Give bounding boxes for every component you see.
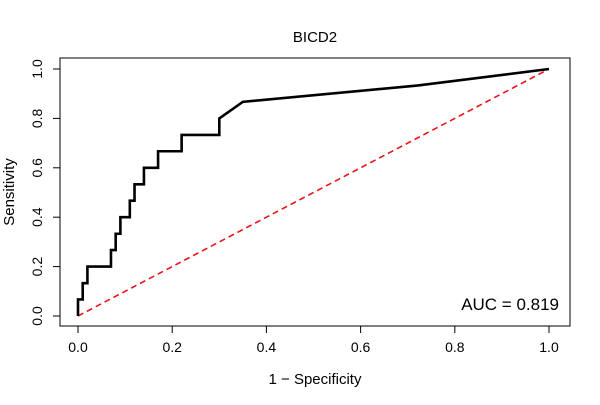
x-axis-label: 1 − Specificity: [269, 371, 362, 388]
roc-curve-line: [76, 67, 550, 316]
reference-diagonal-line: [77, 68, 550, 317]
y-tick-label: 0.8: [29, 108, 45, 128]
y-tick-label: 1.0: [29, 59, 45, 79]
series-layer: [76, 67, 550, 317]
auc-annotation: AUC = 0.819: [461, 295, 559, 314]
y-axis-label: Sensitivity: [1, 158, 18, 226]
y-tick-label: 0.0: [29, 306, 45, 326]
y-tick-label: 0.2: [29, 257, 45, 277]
x-tick-label: 0.4: [257, 339, 277, 355]
y-tick-label: 0.6: [29, 158, 45, 178]
x-tick-label: 1.0: [539, 339, 559, 355]
y-tick-label: 0.4: [29, 207, 45, 227]
y-axis: 0.0 0.2 0.4 0.6 0.8 1.0: [29, 59, 61, 326]
x-tick-label: 0.6: [351, 339, 371, 355]
x-tick-label: 0.8: [445, 339, 465, 355]
x-tick-label: 0.2: [162, 339, 182, 355]
x-axis: 0.0 0.2 0.4 0.6 0.8 1.0: [68, 325, 559, 355]
chart-title: BICD2: [293, 29, 337, 46]
x-tick-label: 0.0: [68, 339, 88, 355]
